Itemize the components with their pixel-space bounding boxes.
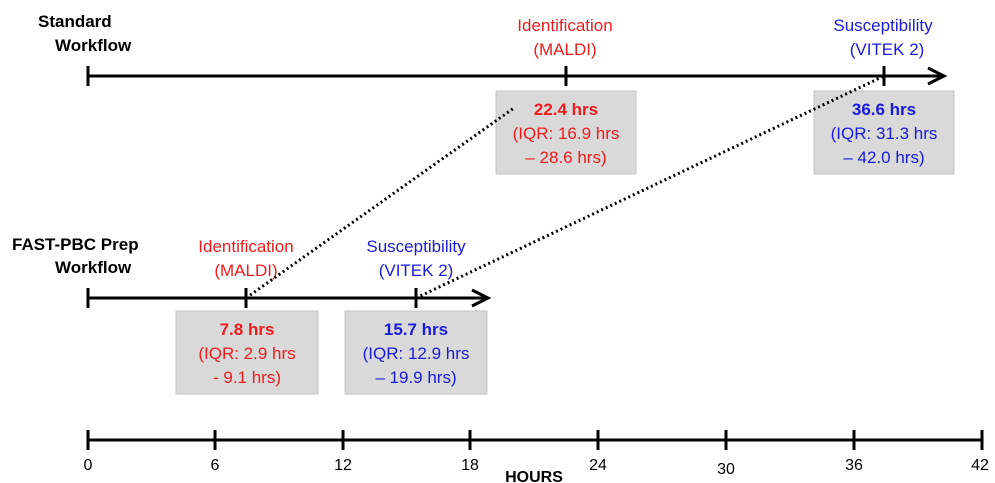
fast-identification-value: 7.8 hrs [220,320,275,339]
standard-susceptibility-value: 36.6 hrs [852,100,916,119]
standard-identification-title: Identification [517,16,612,35]
standard-identification-subtitle: (MALDI) [533,40,596,59]
fast-susceptibility-value: 15.7 hrs [384,320,448,339]
axis-title: HOURS [505,469,563,483]
standard-susceptibility-iqr1: (IQR: 31.3 hrs [831,124,938,143]
fast-susceptibility-title: Susceptibility [366,237,466,256]
axis-tick-label: 24 [589,457,607,474]
fast-identification-iqr1: (IQR: 2.9 hrs [198,344,295,363]
standard-susceptibility-box [813,90,955,175]
fast-label-line2: Workflow [55,258,132,277]
axis-tick-label: 30 [717,461,735,478]
standard-arrowhead [927,66,948,86]
axis-tick-label: 36 [845,457,863,474]
standard-identification-value: 22.4 hrs [534,100,598,119]
fast-identification-subtitle: (MALDI) [214,261,277,280]
standard-identification-iqr2: – 28.6 hrs) [525,148,606,167]
axis-tick-label: 0 [84,457,93,474]
fast-identification-box [175,310,319,395]
fast-susceptibility-subtitle: (VITEK 2) [379,261,454,280]
standard-susceptibility-subtitle: (VITEK 2) [850,40,925,59]
standard-label-line1: Standard [38,12,112,31]
standard-susceptibility-iqr2: – 42.0 hrs) [843,148,924,167]
fast-identification-title: Identification [198,237,293,256]
standard-susceptibility-title: Susceptibility [833,16,933,35]
standard-identification-box [495,90,637,175]
susceptibility-connector [415,74,885,300]
axis-tick-label: 12 [334,457,352,474]
fast-susceptibility-box [344,310,488,395]
standard-label-line2: Workflow [55,36,132,55]
axis-tick-label: 6 [211,457,220,474]
fast-label-line1: FAST-PBC Prep [12,235,139,254]
standard-identification-iqr1: (IQR: 16.9 hrs [513,124,620,143]
fast-identification-iqr2: - 9.1 hrs) [213,368,281,387]
axis-tick-label: 18 [461,457,479,474]
fast-susceptibility-iqr2: – 19.9 hrs) [375,368,456,387]
axis-tick-label: 42 [971,457,989,474]
fast-arrowhead [471,288,492,308]
fast-susceptibility-iqr1: (IQR: 12.9 hrs [363,344,470,363]
